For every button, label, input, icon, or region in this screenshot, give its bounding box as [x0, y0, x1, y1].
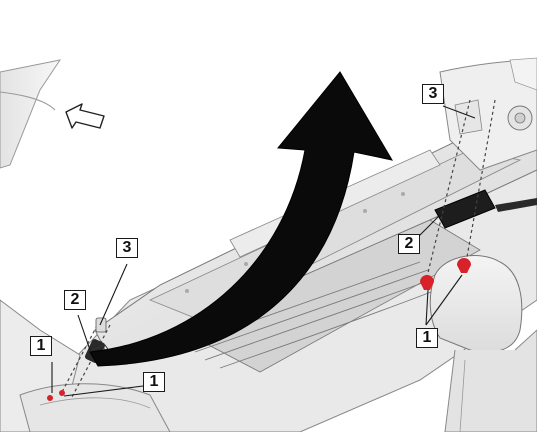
- rear-pillar-area: [439, 57, 537, 171]
- callout-leaders: [51, 105, 476, 397]
- callout-2-left: 2: [64, 290, 86, 310]
- clip-path-lines: [61, 99, 496, 398]
- vehicle-forward-arrow-icon: [65, 103, 105, 129]
- callout-1-left-lower: 1: [143, 372, 165, 392]
- right-mounting-bracket: [434, 189, 537, 229]
- callout-3-right: 3: [422, 84, 444, 104]
- a-pillar-trim: [0, 59, 62, 169]
- left-seat-area: [0, 299, 171, 432]
- retaining-clip-icon: [420, 258, 471, 290]
- callout-2-right: 2: [398, 234, 420, 254]
- callout-1-right: 1: [416, 328, 438, 348]
- callout-3-left: 3: [116, 238, 138, 258]
- retaining-clip-icon: [47, 390, 65, 401]
- callout-1-left: 1: [30, 336, 52, 356]
- removal-direction-arrow-icon: [89, 71, 394, 367]
- right-headrest: [429, 255, 537, 432]
